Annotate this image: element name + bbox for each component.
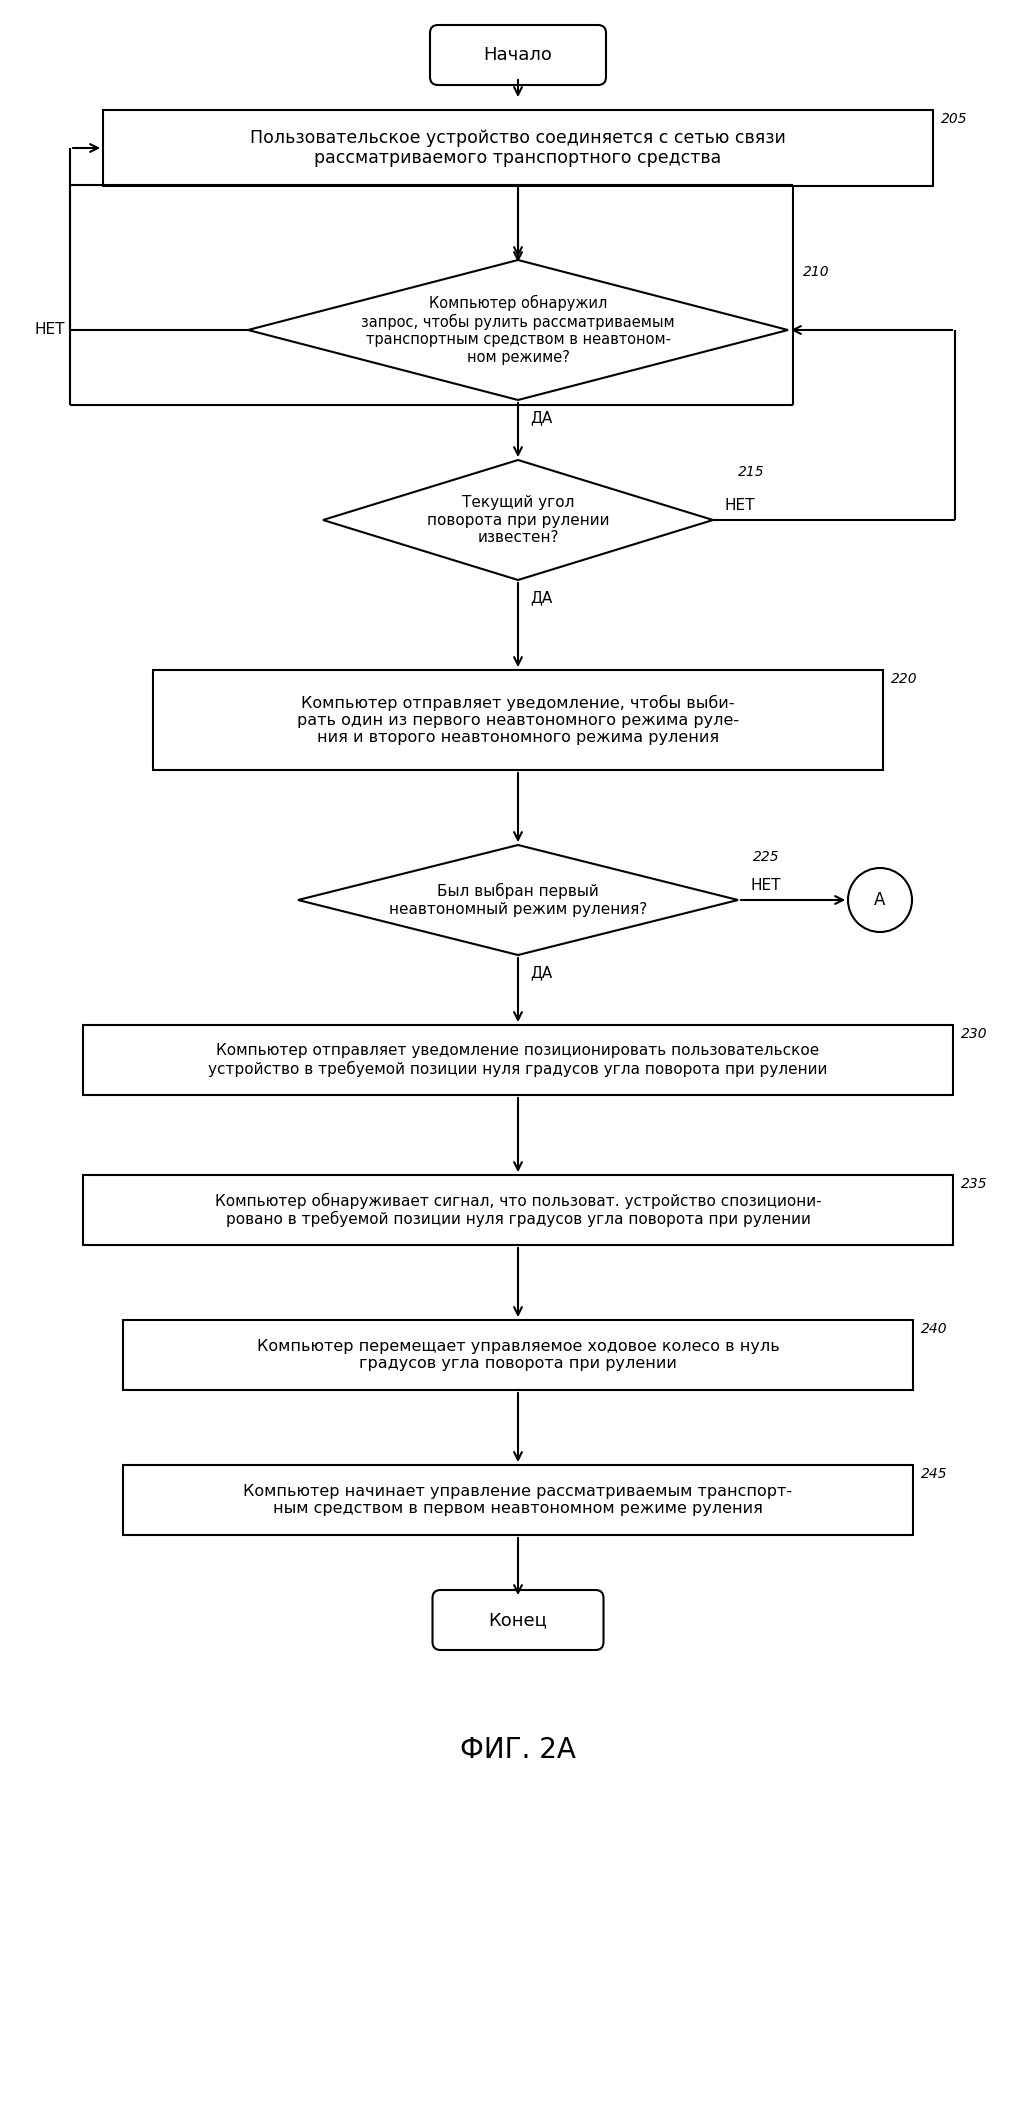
Text: Пользовательское устройство соединяется с сетью связи
рассматриваемого транспорт: Пользовательское устройство соединяется …	[250, 128, 786, 168]
Text: Компьютер перемещает управляемое ходовое колесо в нуль
градусов угла поворота пр: Компьютер перемещает управляемое ходовое…	[257, 1338, 779, 1372]
Text: 245: 245	[921, 1466, 948, 1481]
FancyBboxPatch shape	[432, 1590, 604, 1649]
Text: ФИГ. 2А: ФИГ. 2А	[460, 1735, 576, 1765]
Bar	[103, 109, 933, 187]
Bar	[123, 1319, 913, 1391]
Text: НЕТ: НЕТ	[750, 878, 780, 893]
Text: Компьютер отправляет уведомление, чтобы выби-
рать один из первого неавтономного: Компьютер отправляет уведомление, чтобы …	[297, 695, 739, 746]
Bar	[83, 1025, 953, 1095]
Polygon shape	[323, 460, 713, 580]
Text: 240: 240	[921, 1322, 948, 1336]
Polygon shape	[248, 261, 788, 399]
Text: ДА: ДА	[530, 410, 552, 427]
Text: ДА: ДА	[530, 590, 552, 605]
Text: Компьютер обнаруживает сигнал, что пользоват. устройство спозициони-
ровано в тр: Компьютер обнаруживает сигнал, что польз…	[214, 1193, 822, 1227]
Bar	[83, 1174, 953, 1246]
Text: Начало: Начало	[484, 46, 552, 63]
Bar	[123, 1464, 913, 1536]
Text: Компьютер обнаружил
запрос, чтобы рулить рассматриваемым
транспортным средством : Компьютер обнаружил запрос, чтобы рулить…	[362, 294, 674, 366]
Text: Компьютер отправляет уведомление позиционировать пользовательское
устройство в т: Компьютер отправляет уведомление позицио…	[208, 1042, 828, 1078]
Text: 235: 235	[961, 1177, 987, 1191]
Text: 215: 215	[738, 464, 765, 479]
Text: 205: 205	[941, 111, 968, 126]
Text: 220: 220	[891, 672, 918, 687]
Bar	[153, 670, 883, 769]
Text: Конец: Конец	[489, 1611, 547, 1628]
Text: ДА: ДА	[530, 966, 552, 981]
Text: Текущий угол
поворота при рулении
известен?: Текущий угол поворота при рулении извест…	[427, 496, 609, 544]
Text: Компьютер начинает управление рассматриваемым транспорт-
ным средством в первом : Компьютер начинает управление рассматрив…	[243, 1483, 793, 1517]
Text: 225: 225	[753, 851, 780, 864]
Text: Был выбран первый
неавтономный режим руления?: Был выбран первый неавтономный режим рул…	[388, 882, 648, 916]
Text: 210: 210	[803, 265, 830, 279]
Text: НЕТ: НЕТ	[34, 321, 65, 338]
FancyBboxPatch shape	[430, 25, 606, 84]
Text: А: А	[874, 891, 886, 910]
Text: 230: 230	[961, 1027, 987, 1040]
Polygon shape	[298, 845, 738, 956]
Text: НЕТ: НЕТ	[725, 498, 755, 513]
